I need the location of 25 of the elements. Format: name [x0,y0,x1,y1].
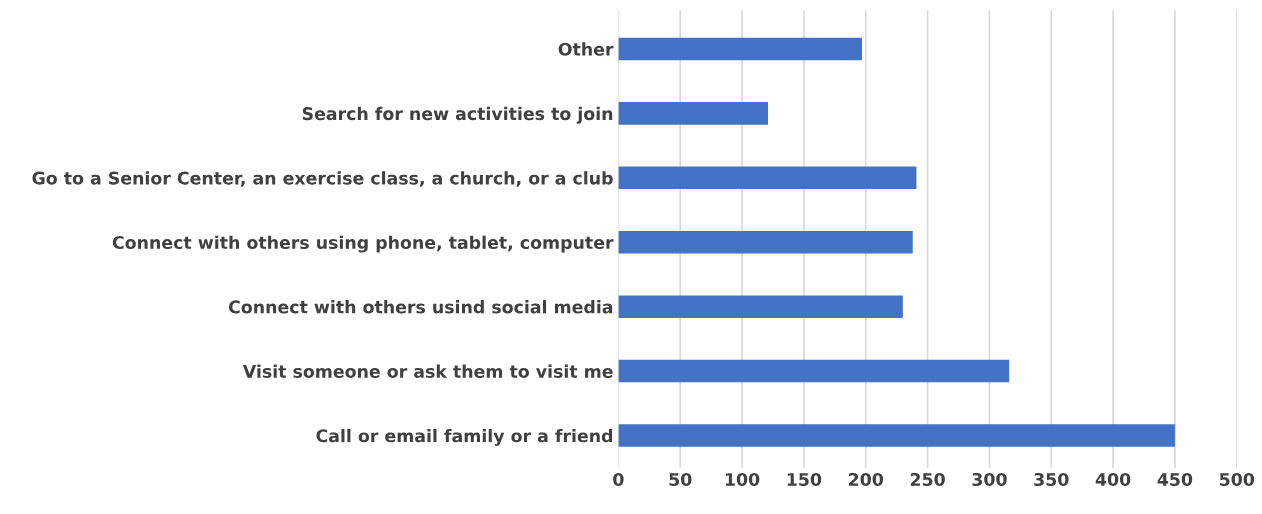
y-tick-label: Connect with others using phone, tablet, computer [112,235,614,253]
x-tick-label: 500 [1219,472,1255,487]
bar [618,37,863,61]
x-tick-label: 450 [1157,472,1193,487]
y-tick-label: Other [558,42,614,56]
x-tick-label: 150 [787,472,822,487]
x-tick-label: 300 [972,472,1007,487]
x-tick-label: 400 [1095,472,1131,487]
y-tick-label: Go to a Senior Center, an exercise class, a church, or a club [32,171,613,187]
bar [618,102,769,125]
y-tick-label: Search for new activities to join [302,106,613,124]
bar [618,230,913,254]
bar [618,295,903,318]
x-tick-label: 350 [1034,472,1069,487]
x-tick-label: 50 [669,472,692,487]
x-tick-label: 0 [613,472,624,487]
y-tick-label: Connect with others usind social media [228,300,613,314]
x-tick-label: 200 [848,472,884,487]
x-tick-label: 250 [910,472,945,487]
bar [618,424,1175,447]
y-tick-label: Call or email family or a friend [316,428,613,446]
bar [618,359,1010,383]
x-tick-label: 100 [725,472,760,487]
y-tick-label: Visit someone or ask them to visit me [242,364,613,378]
bar [618,166,917,190]
